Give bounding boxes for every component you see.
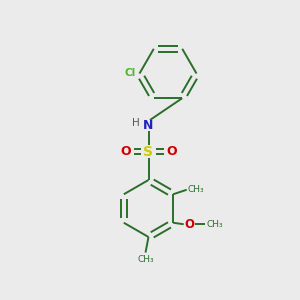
Text: O: O	[120, 145, 131, 158]
Text: CH₃: CH₃	[137, 255, 154, 264]
Text: O: O	[166, 145, 177, 158]
Text: N: N	[143, 119, 154, 132]
Text: O: O	[185, 218, 195, 231]
Text: Cl: Cl	[124, 68, 136, 79]
Text: CH₃: CH₃	[206, 220, 223, 229]
Text: H: H	[132, 118, 140, 128]
Text: S: S	[143, 145, 154, 158]
Text: CH₃: CH₃	[188, 185, 205, 194]
